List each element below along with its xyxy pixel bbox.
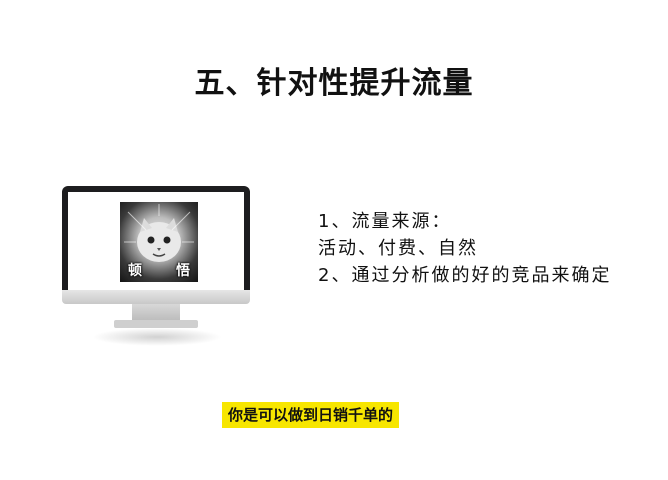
subtitle-caption: 你是可以做到日销千单的: [222, 402, 400, 428]
content-line-1: 1、流量来源：: [318, 211, 452, 232]
monitor-illustration: 顿 悟: [62, 186, 250, 346]
meme-image: 顿 悟: [120, 202, 198, 282]
meme-caption: 顿 悟: [120, 260, 198, 280]
monitor-stand-foot: [114, 320, 198, 328]
monitor-chin: [62, 290, 250, 304]
monitor-shadow: [92, 328, 222, 346]
content-text: 1、流量来源： 活动、付费、自然 2、通过分析做的好的竞品来确定: [318, 208, 611, 289]
content-line-3: 2、通过分析做的好的竞品来确定: [318, 265, 612, 286]
cat-face-icon: [124, 204, 194, 262]
monitor-stand-neck: [132, 304, 180, 320]
meme-caption-right: 悟: [176, 263, 190, 279]
monitor-screen: 顿 悟: [68, 192, 244, 290]
slide-title: 五、针对性提升流量: [194, 66, 474, 101]
content-line-2: 活动、付费、自然: [318, 238, 478, 259]
meme-caption-left: 顿: [128, 263, 142, 279]
